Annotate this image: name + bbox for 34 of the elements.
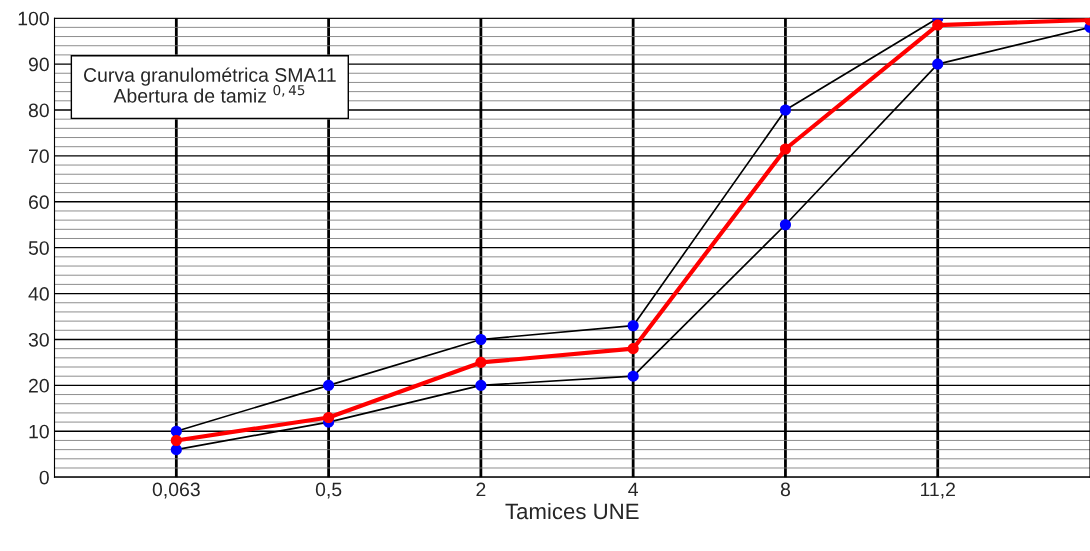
x-tick-label: 2 <box>476 482 486 497</box>
y-tick-label: 10 <box>29 424 49 439</box>
point <box>779 104 791 116</box>
x-tick-label: 0,5 <box>315 482 342 499</box>
y-tick-label: 50 <box>28 241 49 255</box>
x-tick-label: 8 <box>780 482 790 497</box>
y-tick-label: 20 <box>28 378 49 393</box>
point <box>475 333 487 346</box>
y-tick-label: 0 <box>39 470 49 485</box>
point <box>932 19 944 31</box>
y-tick-label: 30 <box>28 332 49 347</box>
point <box>779 219 791 231</box>
point <box>170 434 182 446</box>
point <box>323 379 335 391</box>
x-axis-title: Tamices UNE <box>505 502 639 520</box>
point <box>475 379 487 391</box>
y-tick-label: 40 <box>28 287 49 301</box>
point <box>323 411 335 424</box>
y-tick-label: 90 <box>28 57 49 72</box>
point <box>627 320 639 332</box>
y-tick-label: 80 <box>28 103 49 118</box>
point <box>627 343 639 355</box>
point <box>475 356 487 368</box>
x-tick-label: 0,063 <box>152 482 200 499</box>
point <box>779 143 791 155</box>
annotation: Curva granulométrica SMA11 <box>84 67 336 86</box>
y-tick-label: 60 <box>29 195 49 210</box>
x-tick-label: 11,2 <box>921 482 955 499</box>
x-tick-label: 4 <box>628 482 638 497</box>
y-tick-label: 70 <box>29 149 49 164</box>
y-tick-label: 100 <box>18 11 49 26</box>
point <box>627 370 639 382</box>
point <box>932 58 944 70</box>
point <box>170 425 182 437</box>
